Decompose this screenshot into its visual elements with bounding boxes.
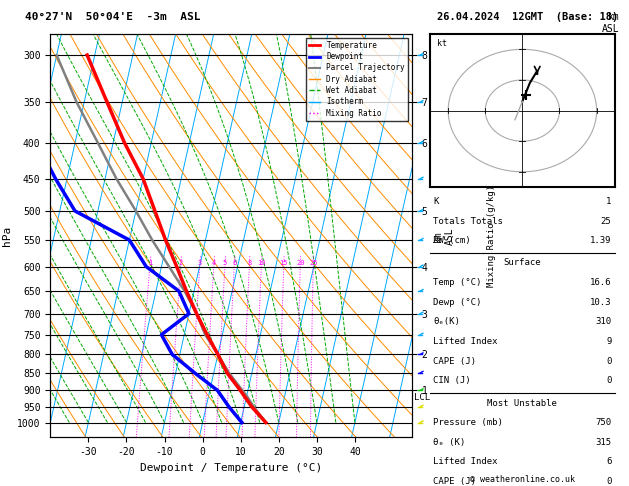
Legend: Temperature, Dewpoint, Parcel Trajectory, Dry Adiabat, Wet Adiabat, Isotherm, Mi: Temperature, Dewpoint, Parcel Trajectory… — [306, 38, 408, 121]
Text: Mixing Ratio (g/kg): Mixing Ratio (g/kg) — [487, 185, 496, 287]
Text: PW (cm): PW (cm) — [433, 236, 471, 245]
Text: 1: 1 — [606, 197, 611, 206]
Text: 315: 315 — [595, 438, 611, 447]
Text: Temp (°C): Temp (°C) — [433, 278, 482, 287]
Text: Lifted Index: Lifted Index — [433, 337, 498, 346]
X-axis label: Dewpoint / Temperature (°C): Dewpoint / Temperature (°C) — [140, 463, 322, 473]
Text: 1.39: 1.39 — [590, 236, 611, 245]
Y-axis label: km
ASL: km ASL — [433, 227, 455, 244]
Text: 40°27'N  50°04'E  -3m  ASL: 40°27'N 50°04'E -3m ASL — [25, 12, 201, 22]
Text: LCL: LCL — [414, 393, 430, 401]
Text: CIN (J): CIN (J) — [433, 376, 471, 385]
Text: 26.04.2024  12GMT  (Base: 18): 26.04.2024 12GMT (Base: 18) — [437, 12, 618, 22]
Text: 25: 25 — [601, 217, 611, 226]
Text: 0: 0 — [606, 357, 611, 365]
Text: 10.3: 10.3 — [590, 298, 611, 307]
Text: Totals Totals: Totals Totals — [433, 217, 503, 226]
Text: Lifted Index: Lifted Index — [433, 457, 498, 467]
Text: 310: 310 — [595, 317, 611, 327]
Text: Dewp (°C): Dewp (°C) — [433, 298, 482, 307]
Y-axis label: hPa: hPa — [1, 226, 11, 246]
Text: 6: 6 — [232, 260, 237, 265]
Text: 0: 0 — [606, 376, 611, 385]
Text: 8: 8 — [247, 260, 252, 265]
Text: 3: 3 — [198, 260, 202, 265]
Text: Pressure (mb): Pressure (mb) — [433, 418, 503, 427]
Text: km
ASL: km ASL — [602, 12, 620, 34]
Text: 16.6: 16.6 — [590, 278, 611, 287]
Text: θₑ (K): θₑ (K) — [433, 438, 465, 447]
Text: 2: 2 — [179, 260, 183, 265]
Text: CAPE (J): CAPE (J) — [433, 477, 476, 486]
Text: 0: 0 — [606, 477, 611, 486]
Text: K: K — [433, 197, 438, 206]
Text: 1: 1 — [148, 260, 152, 265]
Text: 25: 25 — [309, 260, 318, 265]
Text: kt: kt — [437, 39, 447, 48]
Text: 6: 6 — [606, 457, 611, 467]
Text: 10: 10 — [257, 260, 265, 265]
Text: 15: 15 — [279, 260, 288, 265]
Text: 9: 9 — [606, 337, 611, 346]
Text: θₑ(K): θₑ(K) — [433, 317, 460, 327]
Text: Surface: Surface — [504, 259, 541, 267]
Text: CAPE (J): CAPE (J) — [433, 357, 476, 365]
Text: 4: 4 — [212, 260, 216, 265]
Text: 5: 5 — [223, 260, 227, 265]
Text: 750: 750 — [595, 418, 611, 427]
Text: © weatheronline.co.uk: © weatheronline.co.uk — [470, 474, 574, 484]
Text: Most Unstable: Most Unstable — [487, 399, 557, 408]
Text: 20: 20 — [296, 260, 304, 265]
